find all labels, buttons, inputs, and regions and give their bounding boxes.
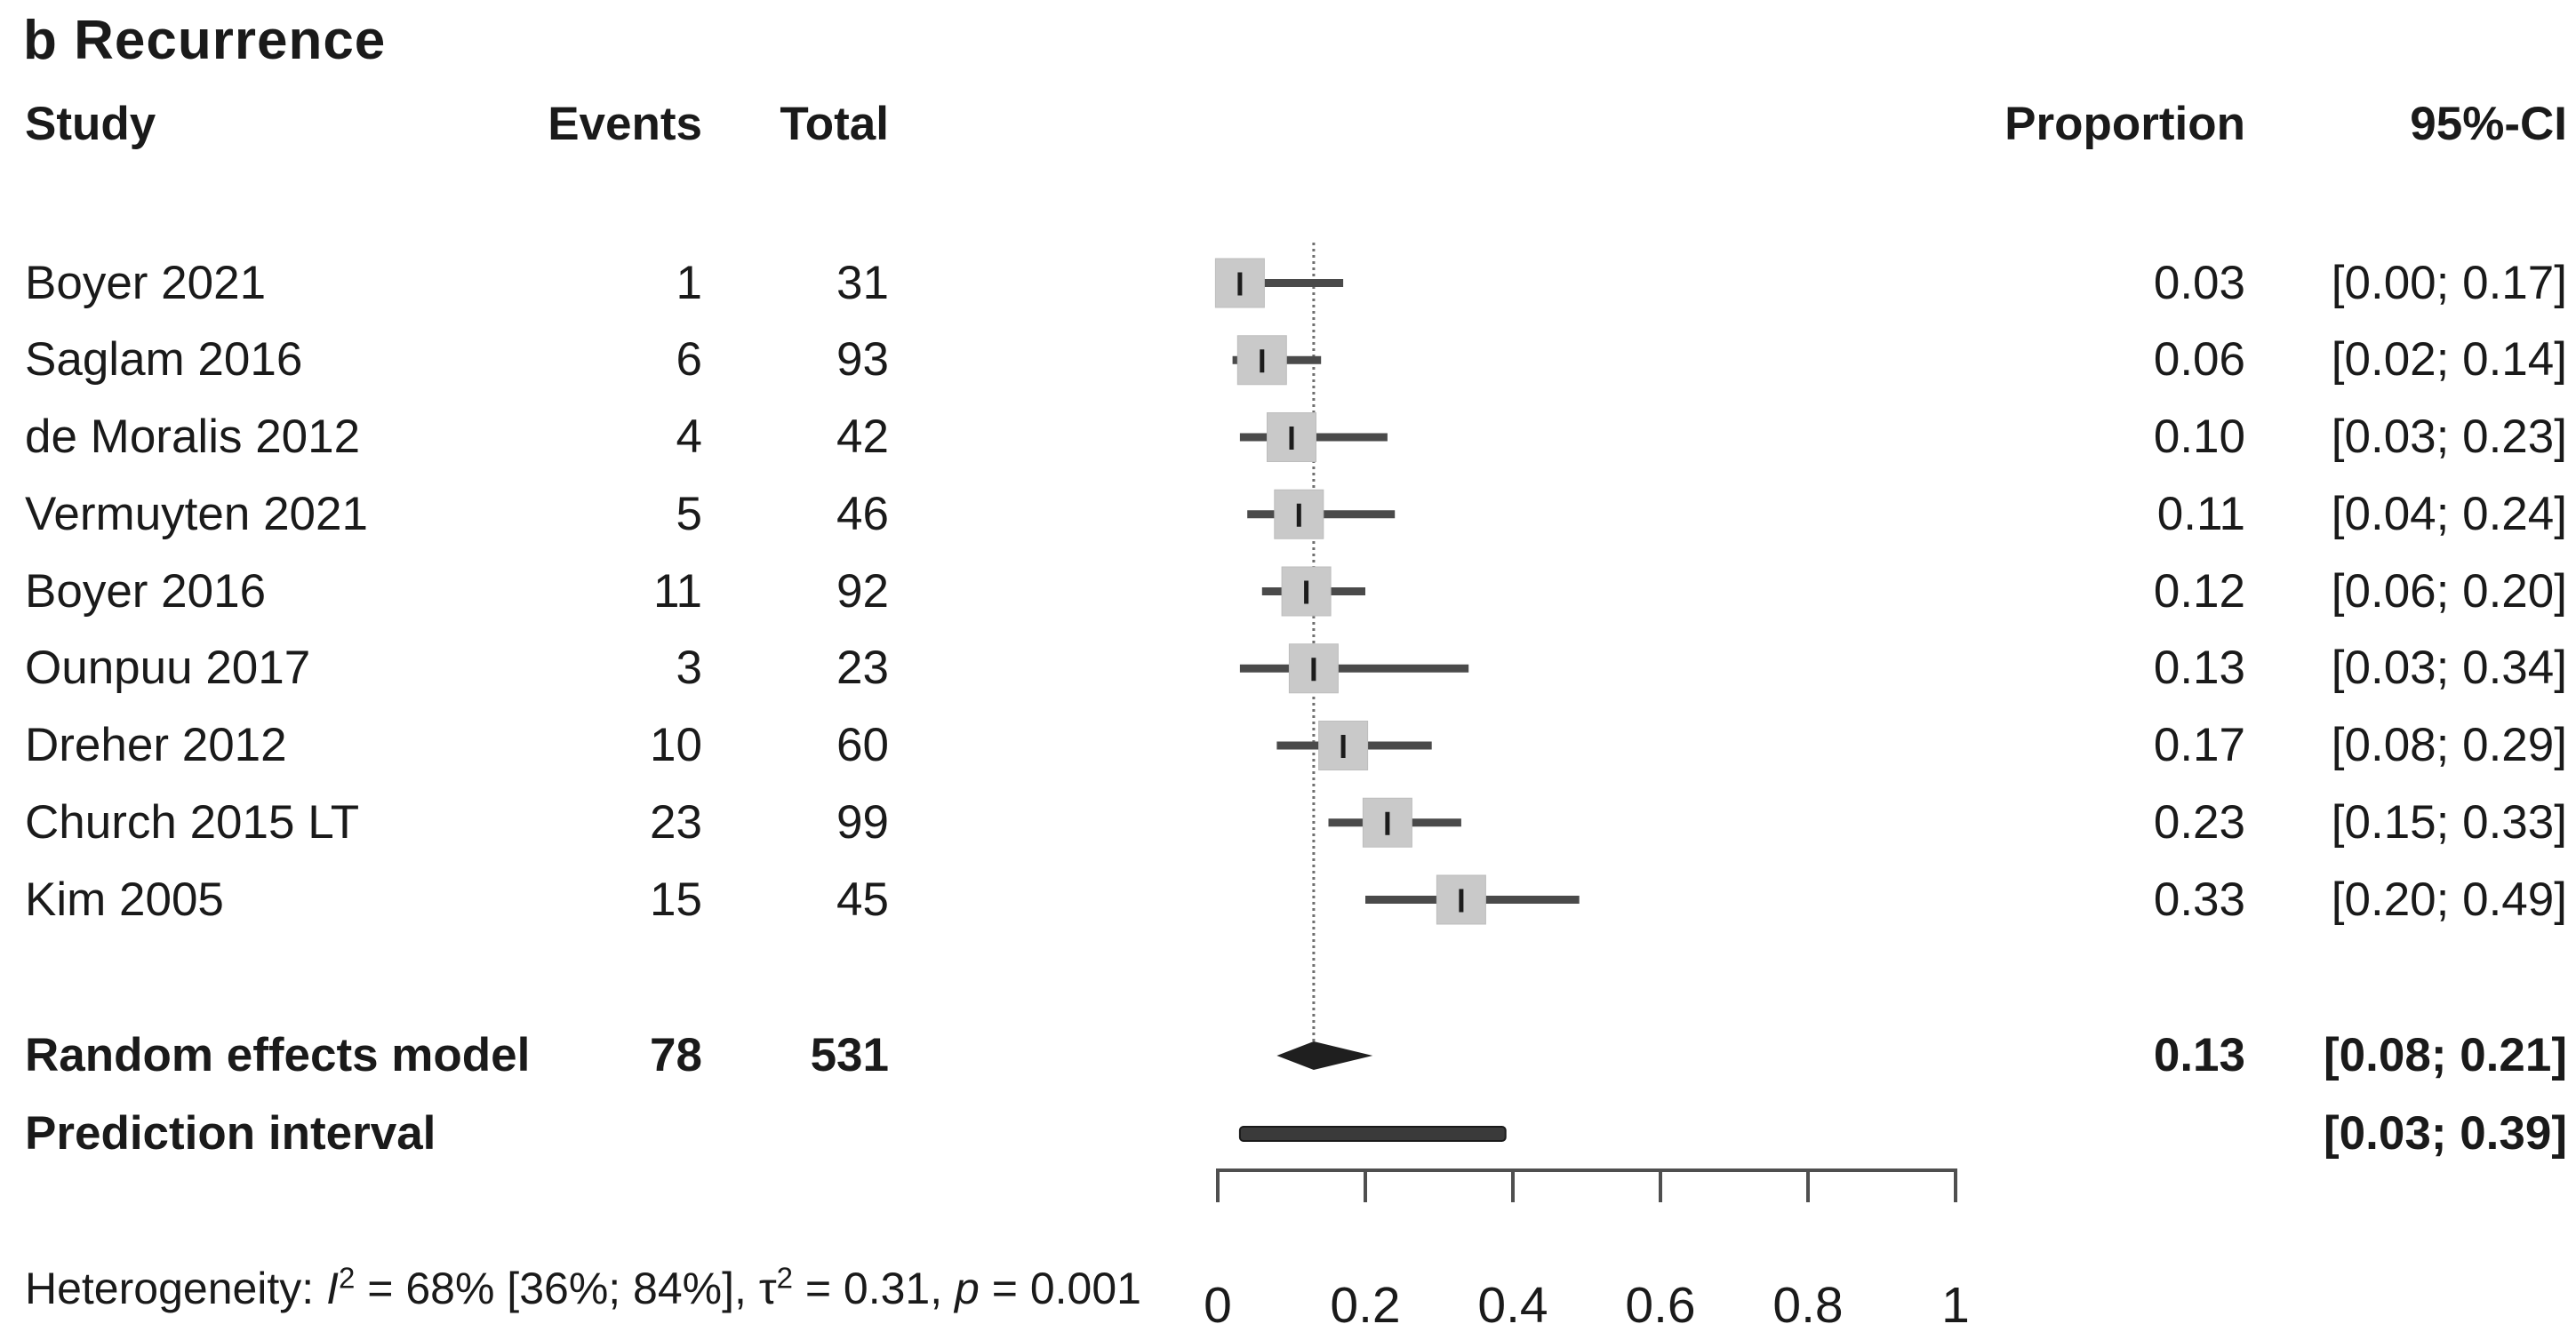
het-p-symbol: p bbox=[955, 1264, 980, 1313]
prediction-label: Prediction interval bbox=[25, 1107, 436, 1160]
study-total-cell: 23 bbox=[836, 642, 889, 695]
prediction-interval-bar bbox=[1238, 1126, 1507, 1142]
het-prefix: Heterogeneity: bbox=[25, 1264, 327, 1313]
point-estimate-tick bbox=[1311, 658, 1316, 682]
study-proportion-cell: 0.23 bbox=[2153, 795, 2245, 849]
summary-events: 78 bbox=[650, 1029, 702, 1081]
study-name-cell: Kim 2005 bbox=[25, 873, 224, 926]
study-ci-cell: [0.08; 0.29] bbox=[2331, 719, 2567, 771]
study-events-cell: 4 bbox=[676, 411, 702, 463]
weight-square bbox=[1274, 489, 1324, 539]
study-ci-cell: [0.06; 0.20] bbox=[2331, 564, 2567, 618]
study-name-cell: Ounpuu 2017 bbox=[25, 642, 311, 695]
study-ci-cell: [0.15; 0.33] bbox=[2331, 795, 2567, 849]
het-i-superscript: 2 bbox=[339, 1261, 356, 1295]
study-events-cell: 3 bbox=[676, 642, 702, 695]
study-proportion-cell: 0.06 bbox=[2153, 333, 2245, 387]
het-tau-symbol: τ bbox=[758, 1264, 777, 1313]
study-proportion-cell: 0.12 bbox=[2153, 564, 2245, 618]
study-name-cell: Boyer 2016 bbox=[25, 564, 267, 618]
point-estimate-tick bbox=[1459, 889, 1464, 913]
study-total-cell: 60 bbox=[836, 719, 889, 771]
summary-diamond bbox=[1276, 1041, 1373, 1070]
weight-square bbox=[1214, 258, 1265, 308]
study-ci-cell: [0.03; 0.23] bbox=[2331, 411, 2567, 463]
x-axis-tick-label: 0.4 bbox=[1477, 1277, 1548, 1324]
point-estimate-tick bbox=[1304, 580, 1309, 604]
study-name-cell: Saglam 2016 bbox=[25, 333, 303, 387]
study-total-cell: 45 bbox=[836, 873, 889, 926]
heterogeneity-note: Heterogeneity: I2 = 68% [36%; 84%], τ2 =… bbox=[25, 1255, 1141, 1322]
het-i-symbol: I bbox=[326, 1264, 339, 1313]
point-estimate-tick bbox=[1340, 735, 1346, 758]
study-name-cell: Vermuyten 2021 bbox=[25, 487, 368, 540]
point-estimate-tick bbox=[1385, 811, 1390, 835]
study-proportion-cell: 0.03 bbox=[2153, 256, 2245, 309]
study-proportion-cell: 0.10 bbox=[2153, 411, 2245, 463]
x-axis-tick-label: 0 bbox=[1204, 1277, 1232, 1324]
summary-proportion: 0.13 bbox=[2153, 1029, 2245, 1081]
weight-square bbox=[1436, 874, 1486, 925]
study-ci-cell: [0.00; 0.17] bbox=[2331, 256, 2567, 309]
study-ci-cell: [0.02; 0.14] bbox=[2331, 333, 2567, 387]
weight-square bbox=[1362, 797, 1412, 848]
col-header-study: Study bbox=[25, 98, 156, 150]
weight-square bbox=[1288, 643, 1339, 694]
study-events-cell: 5 bbox=[676, 487, 702, 540]
panel-title: b Recurrence bbox=[23, 10, 387, 71]
col-header-events: Events bbox=[548, 98, 702, 150]
study-total-cell: 46 bbox=[836, 487, 889, 540]
study-events-cell: 15 bbox=[650, 873, 702, 926]
summary-label: Random effects model bbox=[25, 1029, 531, 1081]
het-segment-3: = 0.001 bbox=[979, 1264, 1141, 1313]
study-name-cell: Dreher 2012 bbox=[25, 719, 287, 771]
study-ci-cell: [0.03; 0.34] bbox=[2331, 642, 2567, 695]
weight-square bbox=[1281, 566, 1332, 617]
point-estimate-tick bbox=[1296, 503, 1301, 527]
study-name-cell: Boyer 2021 bbox=[25, 256, 267, 309]
study-events-cell: 23 bbox=[650, 795, 702, 849]
study-proportion-cell: 0.33 bbox=[2153, 873, 2245, 926]
study-proportion-cell: 0.13 bbox=[2153, 642, 2245, 695]
study-total-cell: 99 bbox=[836, 795, 889, 849]
summary-total: 531 bbox=[810, 1029, 889, 1081]
het-tau-superscript: 2 bbox=[776, 1261, 793, 1295]
weight-square bbox=[1267, 412, 1316, 462]
study-name-cell: Church 2015 LT bbox=[25, 795, 360, 849]
weight-square bbox=[1318, 721, 1369, 770]
study-events-cell: 11 bbox=[652, 564, 702, 618]
study-total-cell: 31 bbox=[836, 256, 889, 309]
study-total-cell: 93 bbox=[836, 333, 889, 387]
col-header-ci: 95%-CI bbox=[2410, 98, 2567, 150]
study-events-cell: 6 bbox=[676, 333, 702, 387]
col-header-total: Total bbox=[780, 98, 889, 150]
study-proportion-cell: 0.17 bbox=[2153, 719, 2245, 771]
study-events-cell: 10 bbox=[650, 719, 702, 771]
study-total-cell: 42 bbox=[836, 411, 889, 463]
study-events-cell: 1 bbox=[676, 256, 702, 309]
col-header-proportion: Proportion bbox=[2004, 98, 2245, 150]
study-ci-cell: [0.04; 0.24] bbox=[2331, 487, 2567, 540]
summary-ci: [0.08; 0.21] bbox=[2324, 1029, 2567, 1081]
x-axis-tick-label: 1 bbox=[1941, 1277, 1970, 1324]
point-estimate-tick bbox=[1289, 427, 1294, 450]
study-total-cell: 92 bbox=[836, 564, 889, 618]
het-segment-1: = 68% [36%; 84%], bbox=[355, 1264, 759, 1313]
study-name-cell: de Moralis 2012 bbox=[25, 411, 361, 463]
x-axis-tick-label: 0.2 bbox=[1330, 1277, 1400, 1324]
study-proportion-cell: 0.11 bbox=[2156, 487, 2245, 540]
x-axis-tick-label: 0.8 bbox=[1772, 1277, 1843, 1324]
weight-square bbox=[1236, 335, 1287, 386]
study-ci-cell: [0.20; 0.49] bbox=[2331, 873, 2567, 926]
prediction-ci: [0.03; 0.39] bbox=[2324, 1107, 2567, 1160]
point-estimate-tick bbox=[1260, 349, 1265, 373]
het-segment-2: = 0.31, bbox=[792, 1264, 956, 1313]
point-estimate-tick bbox=[1237, 272, 1243, 296]
x-axis-tick-label: 0.6 bbox=[1625, 1277, 1695, 1324]
